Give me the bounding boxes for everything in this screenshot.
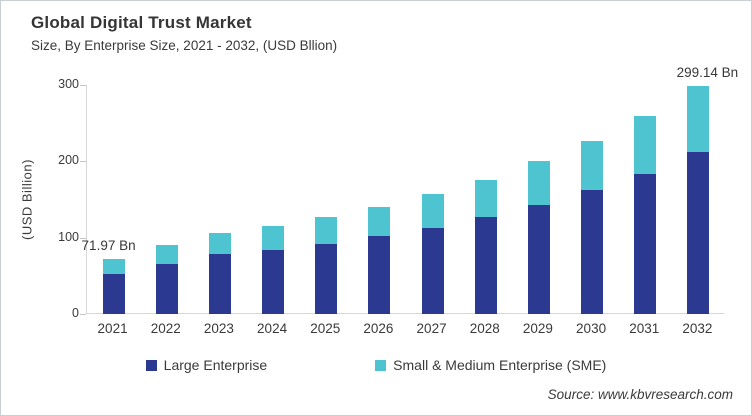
bar-segment-large-enterprise	[155, 264, 178, 314]
bar-segment-large-enterprise	[421, 227, 444, 314]
bar-2030	[581, 140, 604, 314]
y-tick-mark	[80, 161, 86, 163]
bar-segment-large-enterprise	[315, 243, 338, 314]
bar-2022	[155, 245, 178, 314]
y-tick-label: 0	[72, 306, 79, 320]
bar-segment-sme	[421, 194, 444, 228]
x-tick-label-2021: 2021	[97, 321, 128, 336]
x-tick-label-2030: 2030	[576, 321, 607, 336]
bar-2025	[315, 217, 338, 314]
y-tick-label: 300	[58, 77, 79, 91]
bar-segment-sme	[368, 207, 391, 237]
bar-segment-sme	[262, 226, 285, 250]
y-tick-mark	[80, 85, 86, 86]
legend-item-large-enterprise: Large Enterprise	[145, 357, 268, 373]
bar-segment-large-enterprise	[527, 204, 550, 314]
bar-segment-sme	[102, 259, 125, 275]
bar-segment-large-enterprise	[368, 236, 391, 314]
bar-segment-sme	[687, 85, 710, 153]
bar-segment-sme	[581, 140, 604, 190]
bar-2026	[368, 207, 391, 314]
bar-segment-sme	[208, 233, 231, 255]
bar-segment-large-enterprise	[474, 217, 497, 314]
y-tick-mark	[80, 314, 86, 315]
y-tick-label: 200	[58, 153, 79, 168]
legend-swatch-large-enterprise	[145, 359, 157, 371]
x-tick-label-2031: 2031	[629, 321, 660, 336]
bar-2032	[687, 85, 710, 314]
plot-area	[86, 85, 724, 314]
bar-2028	[474, 179, 497, 314]
y-tick-mark	[80, 237, 86, 239]
bar-2031	[634, 116, 657, 314]
bar-segment-large-enterprise	[102, 274, 125, 314]
bar-segment-large-enterprise	[262, 249, 285, 314]
bar-segment-sme	[315, 217, 338, 244]
chart-header: Global Digital Trust Market Size, By Ent…	[31, 13, 337, 53]
bar-segment-sme	[155, 245, 178, 265]
bar-2023	[208, 233, 231, 314]
bar-annotation-2021: 71.97 Bn	[81, 238, 136, 254]
x-tick-label-2025: 2025	[310, 321, 341, 336]
bar-annotation-2032: 299.14 Bn	[676, 64, 739, 80]
x-tick-label-2032: 2032	[682, 321, 713, 336]
bar-2024	[262, 226, 285, 314]
y-axis-title: (USD Billion)	[19, 159, 35, 240]
bar-segment-sme	[634, 116, 657, 174]
x-tick-label-2022: 2022	[150, 321, 181, 336]
bar-segment-large-enterprise	[687, 152, 710, 314]
chart-subtitle: Size, By Enterprise Size, 2021 - 2032, (…	[31, 38, 338, 53]
bar-segment-large-enterprise	[634, 173, 657, 314]
legend-label-large-enterprise: Large Enterprise	[163, 357, 268, 373]
bar-segment-sme	[474, 179, 497, 218]
bar-segment-large-enterprise	[208, 254, 231, 314]
x-tick-label-2026: 2026	[363, 321, 394, 336]
bar-2021	[102, 259, 125, 314]
x-tick-label-2023: 2023	[203, 321, 234, 336]
bar-segment-sme	[527, 161, 550, 205]
x-tick-label-2024: 2024	[257, 321, 288, 336]
legend-swatch-sme	[375, 359, 387, 371]
x-tick-label-2028: 2028	[469, 321, 500, 336]
x-tick-label-2027: 2027	[416, 321, 447, 336]
source-credit: Source: www.kbvresearch.com	[547, 387, 733, 402]
legend: Large Enterprise Small & Medium Enterpri…	[1, 357, 751, 373]
legend-item-sme: Small & Medium Enterprise (SME)	[375, 357, 606, 373]
bar-2027	[421, 194, 444, 314]
chart-title: Global Digital Trust Market	[31, 13, 252, 32]
bar-segment-large-enterprise	[581, 189, 604, 314]
y-tick-label: 100	[58, 229, 79, 244]
x-tick-label-2029: 2029	[522, 321, 553, 336]
bar-2029	[527, 161, 550, 314]
legend-label-sme: Small & Medium Enterprise (SME)	[393, 357, 607, 373]
